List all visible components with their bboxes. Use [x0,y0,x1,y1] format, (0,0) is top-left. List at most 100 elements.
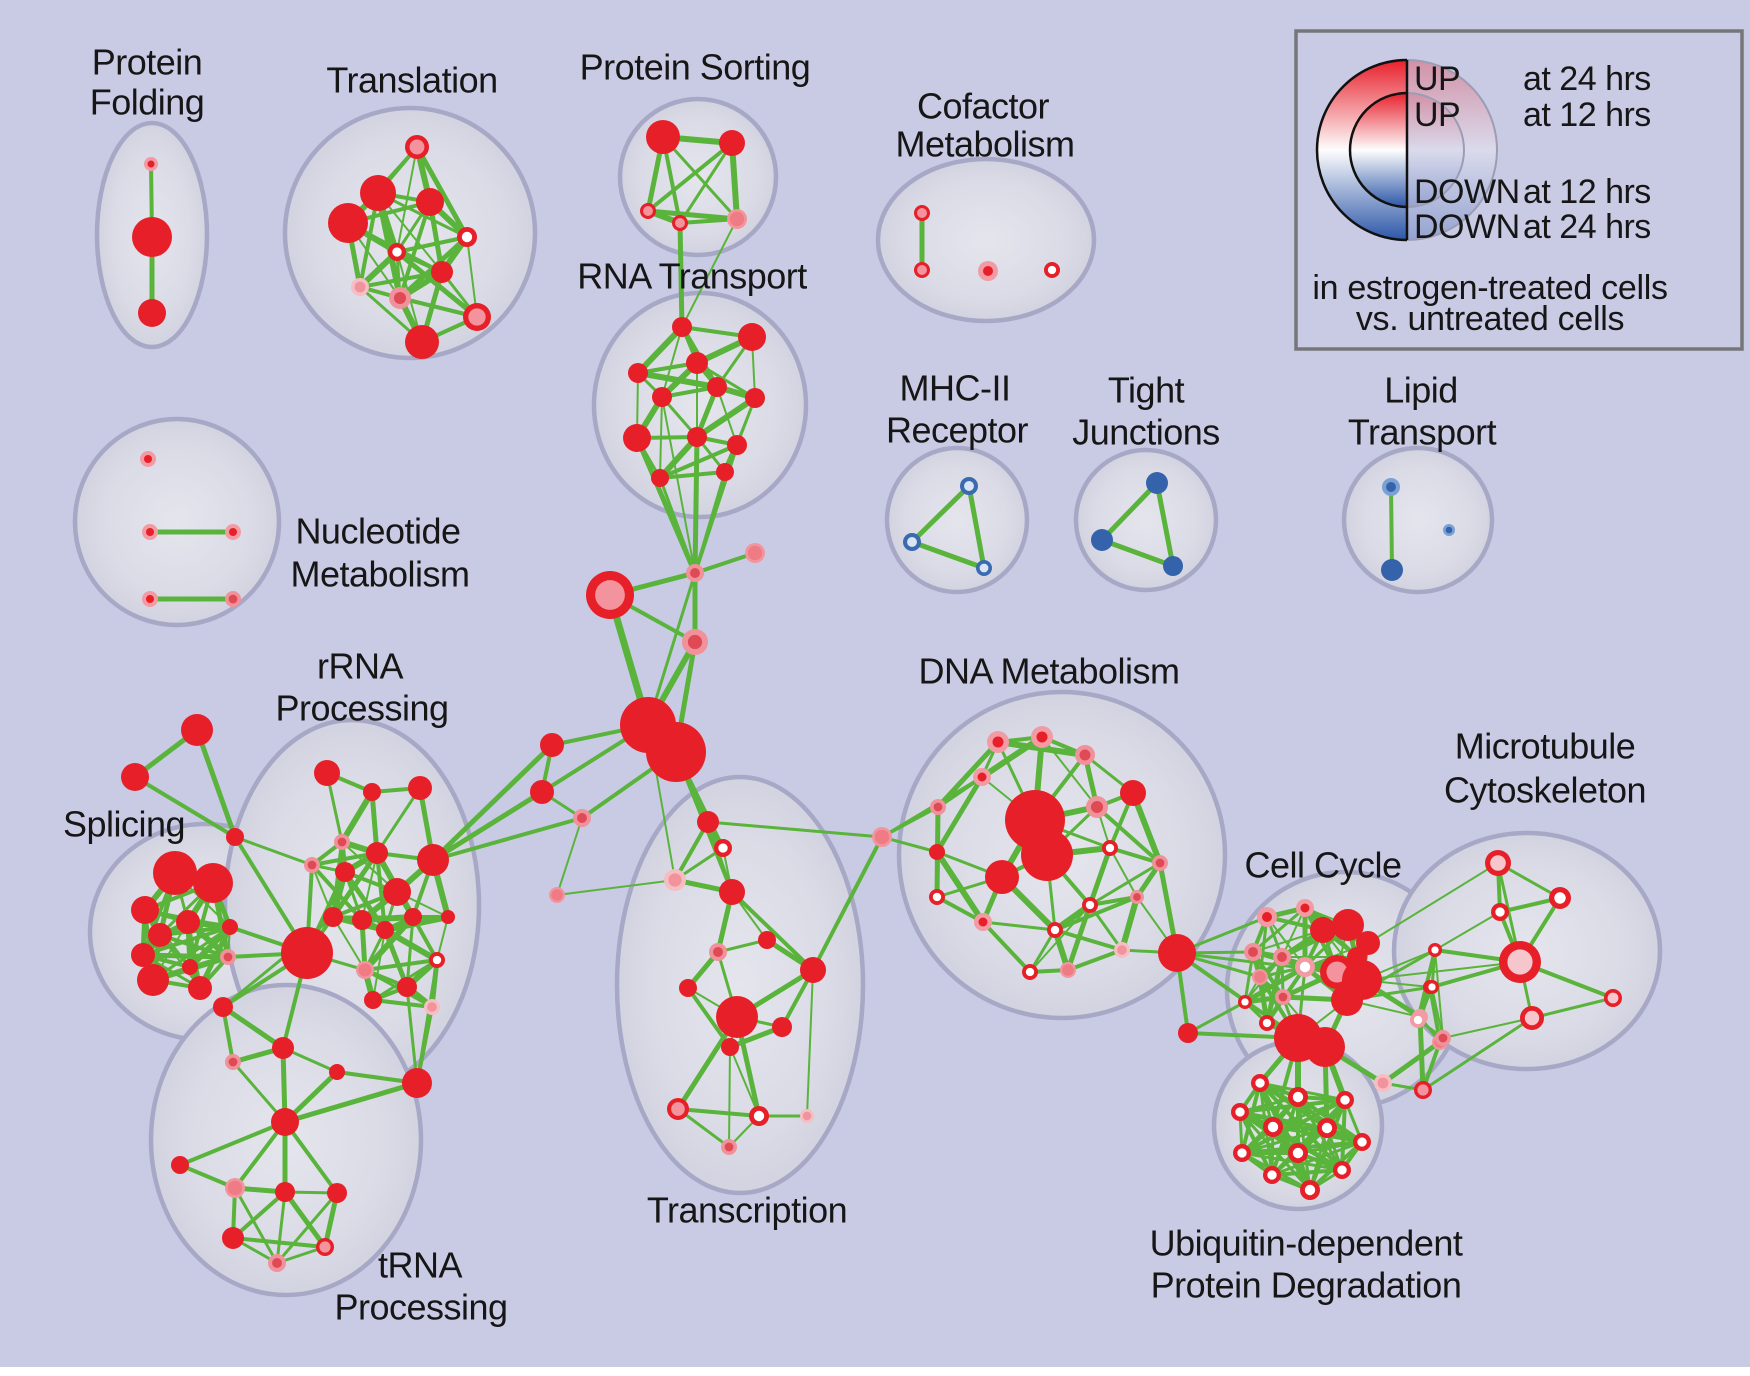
cluster-label-cofactor: Cofactor [917,86,1050,127]
edge [1066,948,1124,972]
legend-box [1294,29,1744,351]
gene-node-outer [686,352,708,374]
gene-node-inner [1277,952,1287,962]
edge [1028,928,1057,974]
gene-node-inner [1377,1077,1389,1089]
gene-node-inner [1267,1170,1277,1180]
gene-node-inner [337,837,347,847]
gene-node-inner [392,247,402,257]
gene-node-inner [964,481,974,491]
gene-node-inner [1025,967,1035,977]
gene-node-inner [1241,998,1249,1006]
gene-node-outer [404,908,422,926]
cluster-ellipse-transcription [614,774,866,1196]
cluster-label-tight: Tight [1108,370,1185,411]
edge [1119,894,1140,953]
gene-node-inner [1304,1184,1316,1196]
gene-node-inner [1292,1147,1304,1159]
gene-node-inner [354,281,366,293]
gene-node-inner [1413,1015,1423,1025]
gene-node-outer [171,1156,189,1174]
gene-node-inner [977,772,987,782]
edge [1088,861,1162,907]
gene-node-inner [1300,903,1310,913]
gene-node-outer [1163,556,1183,576]
legend-row-up12-label: UP [1414,96,1460,134]
gene-node-inner [1255,1078,1265,1088]
gene-node-outer [121,763,149,791]
gene-node-inner [917,265,927,275]
gene-node-outer [1381,559,1403,581]
gene-node-inner [1155,858,1165,868]
gene-node-inner [1278,992,1288,1002]
gene-node-outer [364,991,382,1009]
gene-node-outer [758,931,776,949]
cluster-label-processing: Processing [334,1287,507,1328]
cluster-label-protein-degradation: Protein Degradation [1151,1265,1462,1306]
edge [1154,480,1176,569]
cluster-label-rna-transport: RNA Transport [577,256,807,297]
edge [1087,845,1113,908]
gene-node-outer [383,878,411,906]
cluster-label-receptor: Receptor [886,410,1029,451]
gene-node-inner [874,829,890,845]
gene-node-inner [1340,1095,1350,1105]
edge [1242,964,1308,1005]
gene-node-inner [747,545,763,561]
cluster-label-folding: Folding [90,82,205,123]
gene-node-inner [729,211,745,227]
edge [676,1107,761,1118]
gene-node-inner [907,537,917,547]
gene-node-outer [716,463,734,481]
edge [934,849,986,925]
edge [909,539,987,571]
cluster-label-splicing: Splicing [63,804,185,845]
gene-node-outer [1158,934,1196,972]
gene-node-outer [540,733,564,757]
gene-node-outer [697,811,719,833]
gene-node-inner [1047,265,1057,275]
cluster-label-microtubule: Microtubule [1455,726,1636,767]
edge [194,727,238,840]
cluster-label-metabolism: Metabolism [895,124,1074,165]
edge [646,141,734,213]
gene-node-outer [213,997,233,1017]
edge [678,141,734,225]
edge [1389,485,1394,572]
gene-node-inner [1490,855,1506,871]
legend-node-glyph-right [1407,59,1498,241]
gene-node-inner [577,813,587,823]
gene-node-outer [719,879,745,905]
edge [405,915,415,989]
gene-node-inner [1417,1084,1429,1096]
gene-node-inner [227,1180,243,1196]
gene-node-inner [1438,1033,1448,1043]
edge [730,890,815,972]
gene-node-inner [229,528,237,536]
gene-node-outer [182,959,198,975]
figure-bottom-margin [0,1367,1750,1376]
legend: UP at 24 hrs UP at 12 hrs DOWN at 12 hrs… [1294,29,1744,351]
gene-node-inner [461,231,473,243]
cluster-label-transport: Transport [1348,412,1497,453]
gene-node-outer [360,175,396,211]
gene-node-outer [651,469,669,487]
edge [706,820,884,839]
edge [966,483,987,571]
edge [362,914,416,973]
edge [1186,1000,1247,1035]
nodes-layer [121,120,1622,1272]
edge [677,220,685,330]
gene-node-inner [979,563,989,573]
edge [233,1186,279,1265]
gene-node-inner [690,568,700,578]
gene-node-inner [551,889,563,901]
gene-node-inner [228,594,238,604]
cluster-label-metabolism: Metabolism [290,554,469,595]
gene-node-outer [314,760,340,786]
gene-node-inner [1267,1121,1279,1133]
gene-node-inner [932,892,942,902]
